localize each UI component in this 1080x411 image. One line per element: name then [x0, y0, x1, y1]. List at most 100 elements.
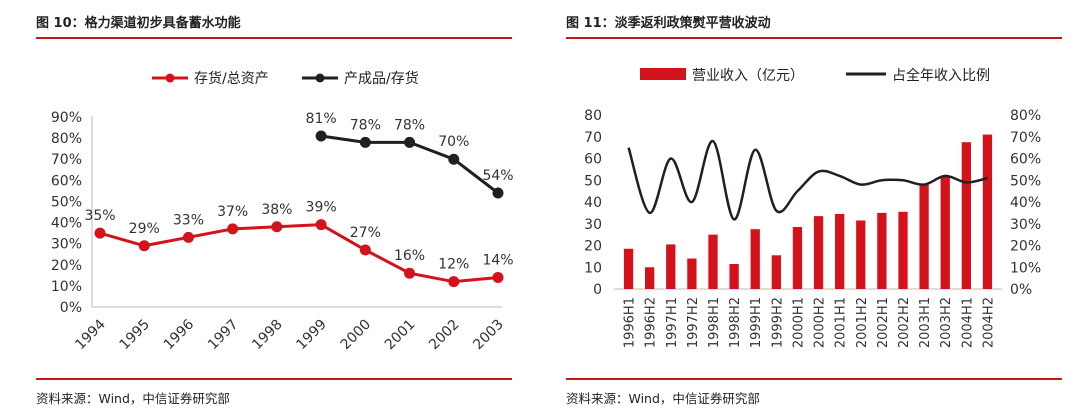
data-label-1: 54%	[482, 168, 513, 184]
y-right-tick-label: 70%	[1010, 130, 1041, 146]
source-divider	[36, 378, 512, 380]
x-tick-label: 2001H1	[834, 297, 849, 348]
data-label-0: 39%	[306, 200, 337, 216]
y-tick-label: 20%	[51, 258, 82, 274]
legend-bar-swatch	[640, 68, 686, 80]
x-tick-label: 1996H1	[623, 297, 638, 348]
data-label-1: 70%	[438, 134, 469, 150]
y-left-tick-label: 50	[584, 173, 602, 189]
revenue-bar	[813, 216, 824, 289]
x-tick-label: 1999H2	[770, 297, 785, 348]
revenue-bar	[750, 229, 760, 289]
x-tick-label: 2002H2	[897, 297, 912, 348]
revenue-bar	[919, 184, 929, 289]
series-line-0	[99, 223, 499, 284]
title-divider	[566, 37, 1062, 39]
x-tick-label: 1999	[293, 317, 330, 354]
data-label-0: 29%	[129, 221, 160, 237]
revenue-bar	[623, 248, 634, 289]
x-tick-label: 1997	[205, 317, 242, 354]
revenue-bar	[666, 244, 676, 289]
x-tick-label: 2001	[382, 317, 419, 354]
x-tick-label: 2004H2	[981, 297, 996, 348]
figure-11-panel: 图 11：淡季返利政策熨平营收波动 营业收入（亿元） 占全年收入比例 0 10 20 30…	[566, 0, 1062, 411]
data-point-1	[448, 153, 460, 165]
y-tick-label: 80%	[51, 131, 82, 147]
data-point-0	[271, 221, 283, 233]
data-label-1: 81%	[306, 111, 337, 127]
y-left-tick-label: 20	[584, 239, 602, 255]
x-tick-label: 1998H2	[728, 297, 743, 348]
data-point-0	[492, 271, 504, 283]
revenue-bar	[729, 263, 739, 289]
y-right-tick-label: 80%	[1010, 108, 1041, 124]
revenue-bar-line-chart: 营业收入（亿元） 占全年收入比例 0 10 20 30 40 50 60 70 80 0% 10% 20%…	[584, 67, 1041, 348]
x-tick-label: 1994	[72, 316, 109, 353]
data-label-1: 78%	[394, 117, 425, 133]
data-label-0: 35%	[84, 208, 115, 224]
data-point-0	[404, 267, 416, 279]
data-label-0: 33%	[173, 212, 204, 228]
y-right-tick-label: 50%	[1010, 173, 1041, 189]
revenue-bar	[645, 267, 655, 289]
legend-label-line: 占全年收入比例	[892, 67, 990, 84]
x-tick-label: 1997H2	[686, 297, 701, 348]
y-left-tick-label: 80	[584, 108, 602, 124]
data-point-1	[492, 187, 504, 199]
revenue-bar	[856, 220, 866, 289]
x-tick-label: 1996	[161, 316, 198, 353]
data-label-0: 27%	[350, 225, 381, 241]
data-point-1	[315, 130, 327, 142]
x-tick-label: 2000H2	[813, 297, 828, 348]
y-left-tick-label: 10	[584, 260, 602, 276]
share-line	[627, 139, 988, 221]
x-tick-label: 1997H1	[665, 297, 680, 348]
data-point-0	[315, 219, 327, 231]
x-tick-label: 1998	[249, 317, 286, 354]
data-label-0: 16%	[394, 248, 425, 264]
figure-10-title: 图 10：格力渠道初步具备蓄水功能	[36, 16, 241, 31]
x-tick-label: 2003	[470, 317, 507, 354]
y-right-tick-label: 10%	[1010, 260, 1041, 276]
y-tick-label: 40%	[51, 216, 82, 232]
y-tick-label: 30%	[51, 237, 82, 253]
y-tick-label: 50%	[51, 194, 82, 210]
revenue-bar	[708, 234, 718, 289]
legend-label-0: 存货/总资产	[194, 70, 269, 87]
revenue-bar	[961, 142, 971, 289]
data-point-0	[182, 231, 194, 243]
data-point-0	[138, 240, 150, 252]
y-right-tick-label: 0%	[1010, 282, 1032, 298]
revenue-bar	[835, 213, 845, 289]
figure-10-source: 资料来源：Wind，中信证券研究部	[36, 391, 230, 406]
inventory-line-chart: 存货/总资产 产成品/存货 0% 10% 20% 30% 40% 50% 60% 70% 80% 90…	[51, 70, 514, 354]
revenue-bar	[877, 212, 887, 289]
x-tick-label: 1998H1	[707, 297, 722, 348]
data-label-0: 38%	[261, 202, 292, 218]
y-left-tick-label: 30	[584, 217, 602, 233]
source-divider	[566, 378, 1062, 380]
data-label-1: 78%	[350, 117, 381, 133]
x-tick-label: 1995	[117, 317, 154, 354]
revenue-bar	[792, 227, 803, 289]
revenue-bar	[940, 175, 950, 289]
y-right-tick-label: 40%	[1010, 195, 1041, 211]
y-tick-label: 60%	[51, 173, 82, 189]
x-tick-label: 1996H2	[644, 297, 659, 348]
revenue-bar	[982, 134, 993, 289]
x-tick-label: 2002	[426, 317, 463, 354]
x-tick-label: 2001H2	[855, 297, 870, 348]
y-tick-label: 90%	[51, 110, 82, 126]
revenue-bar	[898, 211, 908, 289]
data-point-1	[359, 136, 371, 148]
revenue-bar	[687, 258, 697, 289]
data-label-0: 12%	[438, 257, 469, 273]
legend-marker-1	[315, 73, 325, 83]
y-left-tick-label: 60	[584, 152, 602, 168]
data-point-0	[359, 244, 371, 256]
data-point-1	[404, 136, 416, 148]
data-point-0	[448, 276, 460, 288]
y-right-tick-label: 30%	[1010, 217, 1041, 233]
legend-marker-0	[165, 73, 175, 83]
legend-label-bar: 营业收入（亿元）	[692, 68, 804, 84]
